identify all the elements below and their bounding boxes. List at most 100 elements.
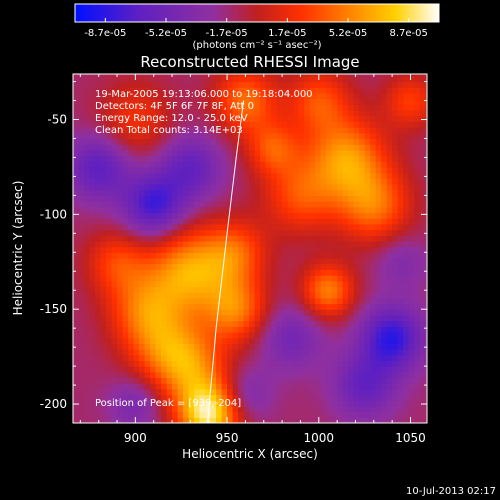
heatmap-cell — [73, 331, 80, 339]
heatmap-cell — [205, 400, 212, 407]
heatmap-cell — [133, 320, 140, 327]
heatmap-cell — [309, 286, 316, 293]
heatmap-cell — [238, 257, 245, 265]
heatmap-cell — [403, 206, 410, 214]
heatmap-cell — [397, 127, 404, 134]
heatmap-cell — [309, 212, 316, 219]
heatmap-cell — [161, 189, 168, 196]
heatmap-cell — [205, 331, 212, 339]
heatmap-cell — [249, 115, 256, 123]
heatmap-cell — [177, 405, 184, 413]
heatmap-cell — [194, 189, 201, 196]
heatmap-cell — [397, 377, 404, 384]
heatmap-cell — [210, 144, 217, 151]
heatmap-cell — [199, 326, 206, 333]
heatmap-cell — [282, 257, 289, 265]
heatmap-cell — [408, 212, 415, 219]
heatmap-cell — [133, 218, 140, 225]
heatmap-cell — [282, 115, 289, 123]
heatmap-cell — [117, 92, 124, 100]
heatmap-cell — [337, 286, 344, 293]
heatmap-cell — [276, 132, 283, 140]
heatmap-cell — [216, 314, 223, 322]
heatmap-cell — [337, 354, 344, 362]
heatmap-cell — [414, 81, 421, 88]
heatmap-cell — [342, 223, 349, 231]
heatmap-cell — [348, 252, 355, 259]
heatmap-cell — [320, 371, 327, 379]
heatmap-cell — [238, 371, 245, 379]
heatmap-cell — [271, 155, 278, 162]
heatmap-cell — [172, 132, 179, 140]
heatmap-cell — [73, 121, 80, 128]
heatmap-cell — [392, 195, 399, 202]
heatmap-cell — [359, 303, 366, 310]
heatmap-cell — [150, 223, 157, 231]
heatmap-cell — [133, 400, 140, 407]
heatmap-cell — [342, 127, 349, 134]
heatmap-cell — [95, 246, 102, 253]
heatmap-cell — [177, 115, 184, 123]
heatmap-cell — [84, 138, 91, 145]
heatmap-cell — [100, 349, 107, 356]
heatmap-cell — [320, 155, 327, 162]
heatmap-cell — [392, 383, 399, 390]
heatmap-cell — [304, 229, 311, 236]
heatmap-cell — [381, 240, 388, 248]
heatmap-cell — [293, 166, 300, 174]
heatmap-cell — [260, 92, 267, 100]
heatmap-cell — [89, 201, 96, 208]
heatmap-cell — [403, 81, 410, 88]
heatmap-cell — [276, 206, 283, 214]
heatmap-cell — [188, 149, 195, 157]
heatmap-cell — [144, 263, 151, 270]
heatmap-cell — [298, 184, 305, 191]
heatmap-cell — [254, 189, 261, 196]
heatmap-cell — [265, 377, 272, 384]
heatmap-cell — [205, 155, 212, 162]
heatmap-cell — [293, 269, 300, 276]
heatmap-cell — [199, 206, 206, 214]
heatmap-cell — [232, 144, 239, 151]
heatmap-cell — [342, 349, 349, 356]
heatmap-cell — [210, 275, 217, 282]
heatmap-cell — [359, 320, 366, 327]
heatmap-cell — [315, 400, 322, 407]
heatmap-cell — [287, 206, 294, 214]
heatmap-cell — [183, 212, 190, 219]
heatmap-cell — [353, 184, 360, 191]
heatmap-cell — [210, 110, 217, 117]
heatmap-cell — [95, 206, 102, 214]
heatmap-cell — [227, 212, 234, 219]
heatmap-cell — [144, 309, 151, 316]
heatmap-cell — [161, 155, 168, 162]
heatmap-cell — [309, 206, 316, 214]
heatmap-cell — [232, 280, 239, 288]
heatmap-cell — [95, 349, 102, 356]
heatmap-cell — [128, 161, 135, 168]
heatmap-cell — [408, 201, 415, 208]
heatmap-cell — [144, 178, 151, 185]
heatmap-cell — [128, 104, 135, 111]
heatmap-cell — [293, 178, 300, 185]
heatmap-cell — [254, 377, 261, 384]
heatmap-cell — [166, 132, 173, 140]
heatmap-cell — [210, 400, 217, 407]
heatmap-cell — [155, 354, 162, 362]
heatmap-cell — [199, 377, 206, 384]
heatmap-cell — [210, 280, 217, 288]
heatmap-cell — [254, 115, 261, 123]
heatmap-cell — [386, 411, 393, 418]
heatmap-cell — [359, 252, 366, 259]
heatmap-cell — [221, 132, 228, 140]
heatmap-cell — [386, 286, 393, 293]
heatmap-cell — [271, 360, 278, 367]
heatmap-cell — [315, 320, 322, 327]
heatmap-cell — [194, 212, 201, 219]
heatmap-cell — [100, 286, 107, 293]
heatmap-cell — [199, 297, 206, 305]
heatmap-cell — [155, 161, 162, 168]
heatmap-cell — [386, 98, 393, 105]
heatmap-cell — [111, 411, 118, 418]
heatmap-cell — [414, 280, 421, 288]
